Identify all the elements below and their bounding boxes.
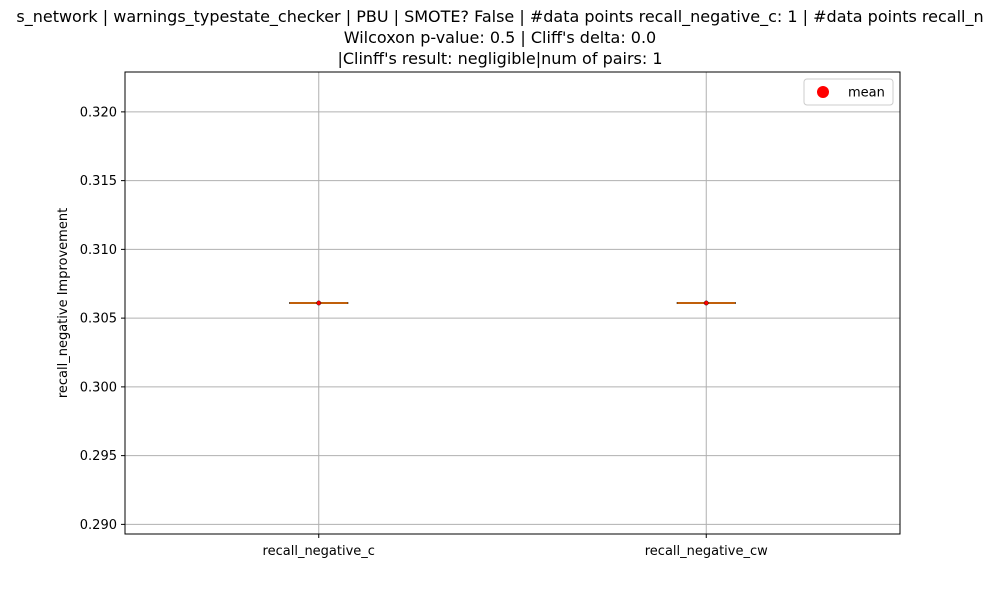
y-tick-label: 0.300 xyxy=(80,380,117,395)
title-line-1: s_network | warnings_typestate_checker |… xyxy=(16,7,984,26)
y-tick-label: 0.320 xyxy=(80,105,117,120)
title-line-2: Wilcoxon p-value: 0.5 | Cliff's delta: 0… xyxy=(343,28,657,47)
plot-frame xyxy=(124,71,901,535)
x-tick-label: recall_negative_c xyxy=(263,544,375,559)
chart-title: s_network | warnings_typestate_checker |… xyxy=(0,6,1000,69)
legend-mean-marker xyxy=(817,86,829,98)
legend-label: mean xyxy=(848,86,885,101)
mean-marker xyxy=(316,300,322,306)
x-tick-label: recall_negative_cw xyxy=(645,544,768,559)
y-tick-label: 0.315 xyxy=(80,174,117,189)
y-tick-label: 0.310 xyxy=(80,243,117,258)
y-tick-label: 0.290 xyxy=(80,518,117,533)
y-tick-label: 0.295 xyxy=(80,449,117,464)
mean-marker xyxy=(703,300,709,306)
title-line-3: |Clinff's result: negligible|num of pair… xyxy=(337,49,663,68)
legend-box xyxy=(803,78,894,106)
y-axis-label: recall_negative Improvement xyxy=(56,208,71,398)
y-tick-label: 0.305 xyxy=(80,312,117,327)
